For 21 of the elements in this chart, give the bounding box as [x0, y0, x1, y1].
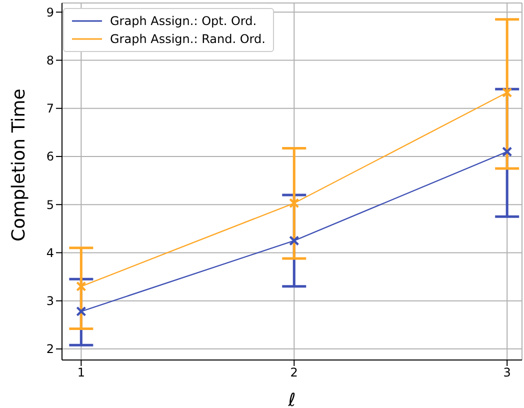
y-tick-label: 3 — [46, 294, 54, 308]
point — [289, 236, 300, 246]
x-axis-title: ℓ — [287, 390, 296, 408]
y-axis-title: Completion Time — [8, 88, 30, 242]
point — [76, 306, 86, 317]
point — [502, 146, 512, 157]
x-tick-label: 1 — [77, 366, 85, 380]
legend-label: Graph Assign.: Rand. Ord. — [110, 31, 266, 48]
point — [502, 87, 512, 98]
y-tick-label: 2 — [46, 342, 54, 356]
point — [289, 198, 300, 208]
x-tick-label: 2 — [290, 366, 298, 380]
y-tick-label: 7 — [46, 102, 54, 116]
y-tick-label: 8 — [46, 54, 54, 68]
y-tick-label: 4 — [46, 246, 54, 260]
x-tick-label: 3 — [503, 366, 511, 380]
y-tick-label: 5 — [46, 198, 54, 212]
legend-label: Graph Assign.: Opt. Ord. — [110, 13, 257, 30]
y-tick-label: 6 — [46, 150, 54, 164]
point — [76, 281, 86, 292]
y-tick-label: 9 — [46, 5, 54, 20]
